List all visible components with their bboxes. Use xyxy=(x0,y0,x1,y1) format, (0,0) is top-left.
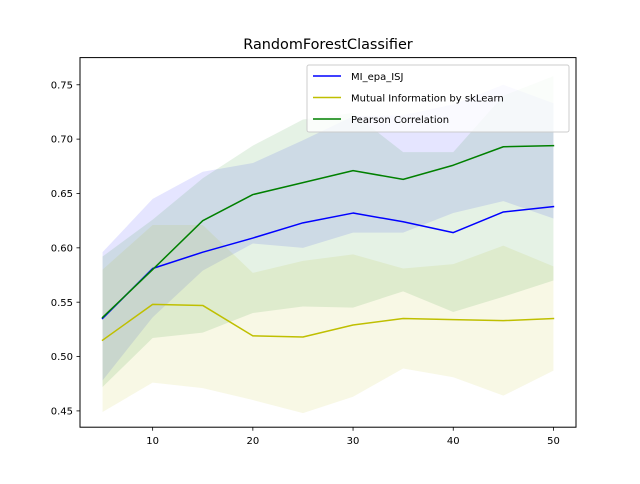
y-tick-label: 0.55 xyxy=(51,298,73,309)
legend-label-0: MI_epa_ISJ xyxy=(351,72,403,83)
legend: MI_epa_ISJ Mutual Information by skLearn P… xyxy=(306,64,570,133)
y-tick-label: 0.75 xyxy=(51,80,73,91)
series-line-1 xyxy=(101,303,555,342)
plot-frame xyxy=(79,57,577,428)
series-line-2 xyxy=(101,144,555,319)
legend-box xyxy=(306,64,570,133)
x-tick-label: 10 xyxy=(146,436,159,447)
x-tick-label: 30 xyxy=(347,436,360,447)
y-tick-label: 0.70 xyxy=(51,135,73,146)
y-tick-label: 0.60 xyxy=(51,243,73,254)
confidence-band-2 xyxy=(102,76,554,387)
x-tick-label: 20 xyxy=(246,436,259,447)
legend-label-2: Pearson Correlation xyxy=(351,115,449,126)
confidence-band-0 xyxy=(102,84,554,381)
x-tick-label: 50 xyxy=(547,436,560,447)
y-tick-label: 0.65 xyxy=(51,189,73,200)
series-line-0 xyxy=(101,205,555,320)
legend-label-1: Mutual Information by skLearn xyxy=(351,94,504,105)
confidence-band-1 xyxy=(102,225,554,414)
y-tick-label: 0.50 xyxy=(51,352,73,363)
x-tick-label: 40 xyxy=(447,436,460,447)
chart-title: RandomForestClassifier xyxy=(243,37,413,53)
y-tick-label: 0.45 xyxy=(51,406,73,417)
